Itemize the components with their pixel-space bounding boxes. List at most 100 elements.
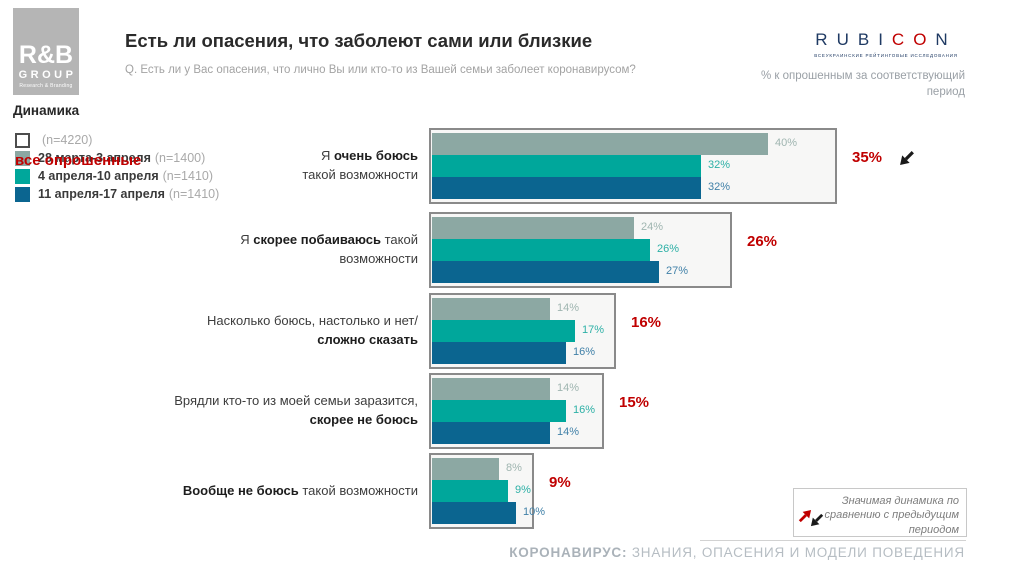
- bar-value-label: 16%: [573, 404, 596, 416]
- bar-stack: 24% 26% 27%: [432, 217, 688, 283]
- category-label-text: очень боюсь: [334, 148, 418, 164]
- rubicon-part2: CO: [891, 30, 936, 49]
- category-label-text: Вообще не боюсь: [182, 482, 299, 498]
- total-value-label: 35%: [852, 149, 916, 166]
- total-value-label: 26%: [747, 233, 777, 250]
- total-value-label: 16%: [631, 314, 661, 331]
- total-value-text: 9%: [549, 474, 571, 491]
- chart-group: 8% 9% 10% Вообще не боюсь такой возможности…: [0, 453, 1024, 529]
- category-label-text: возможности: [339, 251, 418, 266]
- rubicon-tagline: ВСЕУКРАИНСКИЕ РЕЙТИНГОВЫЕ ИССЛЕДОВАНИЯ: [814, 53, 958, 58]
- bar: [432, 298, 550, 320]
- bar-row: 32%: [432, 155, 768, 177]
- total-value-text: 26%: [747, 233, 778, 250]
- legend-item-label: 4 апреля-10 апреля: [38, 169, 159, 183]
- bar-row: 27%: [432, 261, 688, 283]
- dynamics-note-line3: периодом: [908, 523, 959, 536]
- total-value-text: 15%: [619, 394, 650, 411]
- bar: [432, 217, 634, 239]
- legend-item-label: 11 апреля-17 апреля: [38, 187, 165, 201]
- bar: [432, 458, 499, 480]
- bar: [432, 239, 650, 261]
- significant-increase-arrow-icon: [798, 509, 812, 523]
- bar-value-label: 40%: [775, 137, 798, 149]
- total-value-text: 16%: [631, 314, 662, 331]
- legend-item: все опрошенные (n=4220): [15, 131, 219, 169]
- bar-row: 14%: [432, 378, 579, 400]
- category-label-text: сложно сказать: [317, 332, 418, 347]
- bar: [432, 261, 659, 283]
- bar-row: 17%: [432, 320, 604, 342]
- bar-value-label: 8%: [506, 462, 522, 474]
- bar: [432, 177, 701, 199]
- legend-item-count: (n=1410): [168, 187, 220, 201]
- bar: [432, 502, 516, 524]
- significant-decrease-arrow-icon: [900, 151, 914, 165]
- bar-value-label: 10%: [523, 506, 546, 518]
- period-note-line1: % к опрошенным за соответствующий: [761, 70, 965, 82]
- question-subtitle: Q. Есть ли у Вас опасения, что лично Вы …: [125, 64, 636, 76]
- legend-swatch-icon: [15, 186, 30, 202]
- bar-stack: 8% 9% 10%: [432, 458, 545, 524]
- footer-divider: [700, 540, 966, 541]
- logo-group-text: GROUP: [18, 69, 77, 81]
- footer-title: КОРОНАВИРУС: ЗНАНИЯ, ОПАСЕНИЯ И МОДЕЛИ П…: [509, 545, 965, 560]
- page-title: Есть ли опасения, что заболеют сами или …: [125, 30, 593, 51]
- category-label-text: Я: [321, 148, 335, 164]
- bar-value-label: 9%: [515, 484, 531, 496]
- bar: [432, 342, 566, 364]
- rubicon-part3: N: [935, 30, 957, 49]
- chart-legend: все опрошенные (n=4220) 28 марта-3 апреля(…: [15, 131, 219, 203]
- footer-title-rest: ЗНАНИЯ, ОПАСЕНИЯ И МОДЕЛИ ПОВЕДЕНИЯ: [627, 545, 965, 560]
- significant-change-arrow: [899, 149, 916, 166]
- category-label-text: такой возможности: [302, 167, 418, 182]
- bar-value-label: 24%: [641, 221, 664, 233]
- category-label-text: Насколько боюсь, настолько и нет/: [207, 313, 418, 329]
- bar: [432, 378, 550, 400]
- bar: [432, 480, 508, 502]
- legend-swatch-icon: [15, 150, 30, 166]
- bar-row: 40%: [432, 133, 797, 155]
- category-label: Я скорее побаиваюсь такой возможности: [108, 212, 418, 288]
- bar-value-label: 17%: [582, 324, 605, 336]
- legend-swatch-icon: [15, 132, 30, 148]
- legend-swatch-icon: [15, 168, 30, 184]
- bar-row: 8%: [432, 458, 522, 480]
- bar-row: 16%: [432, 400, 595, 422]
- rubicon-wordmark: RUBICON: [806, 30, 966, 50]
- chart-group: 14% 17% 16% Насколько боюсь, настолько и не…: [0, 293, 1024, 369]
- bar: [432, 400, 566, 422]
- bar-value-label: 32%: [708, 159, 731, 171]
- bar-row: 32%: [432, 177, 768, 199]
- bar-row: 9%: [432, 480, 531, 502]
- rubicon-part1: RUBI: [815, 30, 892, 49]
- category-label-text: Врядли кто-то из моей семьи заразится,: [174, 393, 418, 409]
- legend-item-label: все опрошенные: [15, 152, 142, 169]
- legend-item-label: 28 марта-3 апреля: [38, 151, 151, 165]
- bar-stack: 14% 16% 14%: [432, 378, 595, 444]
- bar-value-label: 14%: [557, 302, 580, 314]
- bar-value-label: 16%: [573, 346, 596, 358]
- total-value-label: 9%: [549, 474, 571, 491]
- legend-item: 11 апреля-17 апреля (n=1410): [15, 185, 219, 203]
- category-label-text: скорее не боюсь: [309, 412, 418, 427]
- rb-group-logo: R&B GROUP Research & Branding: [13, 8, 79, 95]
- bar: [432, 422, 550, 444]
- bar-value-label: 14%: [557, 382, 580, 394]
- bar-value-label: 27%: [666, 265, 689, 277]
- period-note-line2: период: [926, 85, 965, 98]
- bar-row: 26%: [432, 239, 679, 261]
- category-label: Насколько боюсь, настолько и нет/сложно …: [108, 293, 418, 369]
- category-label-text: Я: [240, 232, 254, 248]
- category-label: Врядли кто-то из моей семьи заразится, ск…: [108, 373, 418, 449]
- dynamics-note-text: Значимая динамика по сравнению с предыду…: [809, 494, 959, 537]
- section-label-dynamics: Динамика: [13, 103, 80, 118]
- bar-row: 16%: [432, 342, 595, 364]
- total-value-label: 15%: [619, 394, 649, 411]
- period-note: % к опрошенным за соответствующий период: [735, 69, 965, 100]
- legend-item-count: (n=1400): [154, 151, 206, 165]
- logo-tagline: Research & Branding: [19, 83, 73, 89]
- dynamics-note-line2: сравнению с предыдущим: [824, 509, 959, 522]
- bar-row: 10%: [432, 502, 545, 524]
- chart-group: 24% 26% 27% Я скорее побаиваюсь такой возмож…: [0, 212, 1024, 288]
